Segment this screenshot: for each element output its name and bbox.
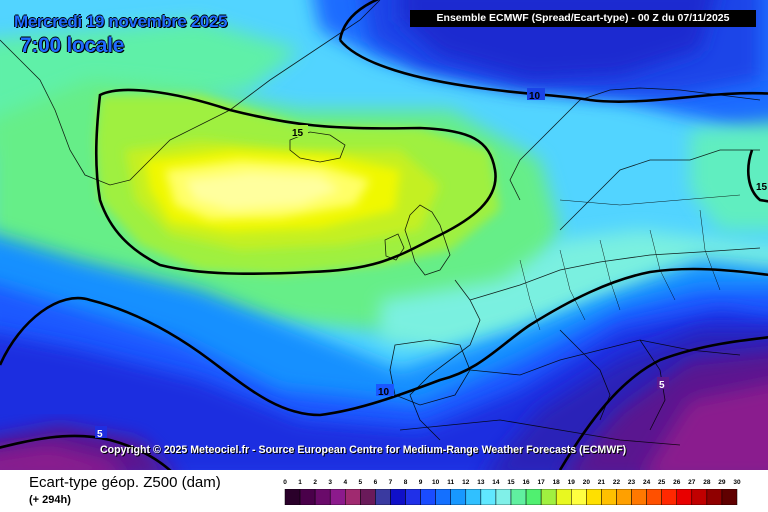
scale-label: 9 [418, 479, 423, 486]
contour-5-southwest [0, 434, 172, 470]
scale-label: 25 [658, 479, 666, 486]
contour-label: 5 [659, 380, 665, 391]
scale-swatch [480, 489, 497, 505]
scale-swatch [405, 489, 421, 505]
scale-label: 17 [537, 479, 545, 486]
scale-swatch [314, 489, 331, 505]
scale-swatch [721, 489, 738, 505]
contour-15-blob [94, 88, 497, 276]
scale-swatch [540, 489, 557, 505]
lead-time: (+ 294h) [29, 494, 71, 506]
scale-swatch [390, 489, 406, 505]
contour-label: 10 [378, 387, 390, 398]
scale-swatch [691, 489, 708, 505]
scale-label: 5 [358, 479, 363, 486]
scale-label: 11 [447, 479, 455, 486]
model-info-banner: Ensemble ECMWF (Spread/Ecart-type) - 00 … [410, 10, 756, 27]
scale-swatch [706, 489, 723, 505]
scale-swatch [450, 489, 467, 505]
scale-swatch [616, 489, 632, 505]
scale-swatch [601, 489, 617, 505]
scale-swatch [646, 489, 662, 505]
contour-10-north [338, 0, 768, 103]
scale-swatch [586, 489, 602, 505]
forecast-local-time: 7:00 locale [20, 34, 125, 57]
contour-label-group: 10 15 10 5 5 15 [95, 88, 768, 440]
variable-title: Ecart-type géop. Z500 (dam) [29, 474, 221, 491]
scale-label: 19 [567, 479, 575, 486]
contour-15-east [746, 149, 768, 203]
scale-swatch [329, 489, 346, 505]
copyright-notice: Copyright © 2025 Meteociel.fr - Source E… [100, 444, 627, 456]
scale-swatch [676, 489, 693, 505]
scale-swatch [299, 489, 316, 505]
scale-label: 30 [733, 479, 741, 486]
scale-swatch [525, 489, 542, 505]
scale-label: 26 [673, 479, 681, 486]
scale-label: 20 [582, 479, 590, 486]
scale-label: 27 [688, 479, 696, 486]
scale-swatch [661, 489, 677, 505]
scale-swatch [571, 489, 587, 505]
ensemble-spread-map: 10 15 10 5 5 15 [0, 0, 768, 470]
scale-swatch [631, 489, 647, 505]
scale-label: 3 [328, 479, 332, 486]
scale-label: 23 [627, 479, 636, 486]
scale-swatch [375, 489, 391, 505]
scale-label: 24 [642, 479, 651, 486]
scale-label: 1 [298, 479, 302, 486]
scale-label: 0 [283, 479, 287, 486]
scale-swatch [510, 489, 527, 505]
scale-swatch [360, 489, 376, 505]
scale-label: 7 [388, 479, 393, 486]
color-scale-labels: 0 1 2 3 4 5 6 7 8 9 10 11 12 13 14 15 16 17 18 19 20 21 22 23 24… [0, 479, 768, 489]
color-scale-bar [284, 489, 738, 505]
scale-swatch [495, 489, 512, 505]
scale-label: 13 [477, 479, 485, 486]
scale-label: 6 [373, 479, 378, 486]
contour-label: 5 [97, 429, 103, 440]
contour-label: 15 [292, 128, 304, 139]
scale-label: 14 [492, 479, 500, 486]
contour-lines [0, 0, 768, 470]
forecast-date: Mercredi 19 novembre 2025 [14, 12, 228, 31]
scale-label: 22 [612, 479, 621, 486]
scale-swatch [465, 489, 482, 505]
contour-label: 10 [529, 91, 541, 102]
scale-label: 8 [403, 479, 408, 486]
coastlines [0, 0, 761, 446]
scale-label: 15 [507, 479, 515, 486]
scale-swatch [345, 489, 361, 505]
scale-label: 29 [718, 479, 726, 486]
scale-label: 4 [343, 479, 348, 486]
scale-swatch [420, 489, 436, 505]
scale-label: 12 [462, 479, 470, 486]
scale-label: 18 [552, 479, 560, 486]
scale-label: 2 [313, 479, 317, 486]
scale-swatch [555, 489, 572, 505]
scale-swatch [284, 489, 301, 505]
contour-10-south [0, 267, 768, 417]
contour-5-southeast [558, 335, 768, 470]
scale-label: 10 [432, 479, 440, 486]
contour-label: 15 [756, 182, 768, 193]
scale-swatch [435, 489, 451, 505]
scale-label: 16 [522, 479, 530, 486]
scale-label: 21 [597, 479, 605, 486]
scale-label: 28 [703, 479, 711, 486]
